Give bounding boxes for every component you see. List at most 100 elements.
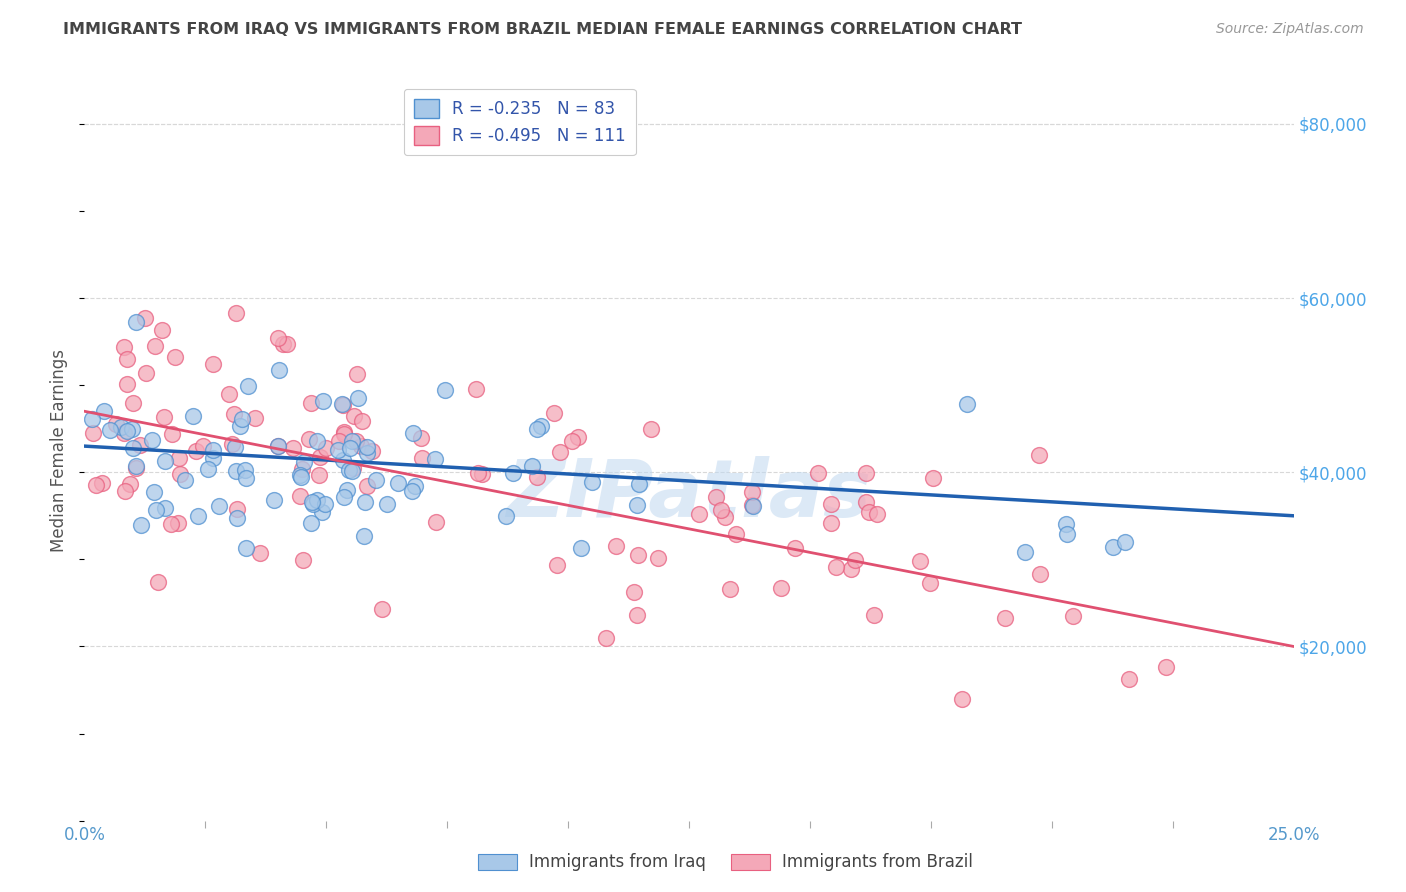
Point: [364, 473, 387, 487]
Point: [267, 439, 290, 453]
Point: [169, 451, 191, 466]
Point: [467, 467, 489, 481]
Point: [342, 460, 364, 475]
Point: [105, 417, 128, 431]
Point: [346, 368, 368, 382]
Point: [187, 508, 209, 523]
Point: [640, 422, 662, 436]
Point: [332, 453, 354, 467]
Point: [340, 464, 363, 478]
Point: [121, 441, 143, 455]
Point: [153, 454, 176, 468]
Point: [84, 478, 107, 492]
Point: [371, 602, 394, 616]
Point: [404, 478, 426, 492]
Point: [299, 395, 322, 409]
Point: [308, 450, 330, 464]
Point: [1118, 672, 1140, 686]
Point: [225, 306, 247, 320]
Point: [326, 443, 349, 458]
Point: [267, 363, 290, 377]
Point: [314, 497, 336, 511]
Point: [143, 484, 166, 499]
Point: [353, 529, 375, 543]
Y-axis label: Median Female Earnings: Median Female Earnings: [51, 349, 69, 552]
Point: [333, 490, 356, 504]
Point: [471, 467, 494, 482]
Point: [628, 477, 651, 491]
Point: [112, 426, 135, 441]
Point: [315, 441, 337, 455]
Point: [354, 494, 377, 508]
Point: [908, 554, 931, 568]
Point: [308, 467, 330, 482]
Point: [1028, 448, 1050, 462]
Point: [312, 393, 335, 408]
Point: [581, 475, 603, 490]
Point: [150, 323, 173, 337]
Point: [202, 357, 225, 371]
Text: Immigrants from Brazil: Immigrants from Brazil: [782, 853, 973, 871]
Point: [333, 427, 356, 442]
Point: [80, 412, 103, 426]
Point: [343, 409, 366, 423]
Point: [1102, 541, 1125, 555]
Point: [120, 477, 142, 491]
Point: [820, 497, 842, 511]
Point: [305, 492, 328, 507]
Point: [224, 440, 246, 454]
Point: [464, 382, 486, 396]
Legend: R = -0.235   N = 83, R = -0.495   N = 111: R = -0.235 N = 83, R = -0.495 N = 111: [404, 88, 636, 155]
Point: [298, 432, 321, 446]
Point: [121, 422, 143, 436]
Point: [339, 441, 361, 455]
Point: [855, 466, 877, 480]
Point: [100, 423, 122, 437]
Point: [288, 468, 311, 483]
Point: [301, 497, 323, 511]
Point: [332, 425, 354, 440]
Point: [283, 441, 305, 455]
Point: [742, 499, 765, 513]
Point: [236, 378, 259, 392]
Point: [1054, 517, 1077, 532]
Point: [141, 433, 163, 447]
Point: [785, 541, 807, 555]
Point: [145, 503, 167, 517]
Point: [688, 508, 710, 522]
Point: [201, 450, 224, 465]
Point: [291, 462, 314, 476]
Point: [166, 516, 188, 530]
Point: [863, 607, 886, 622]
Point: [569, 541, 592, 555]
Point: [401, 483, 423, 498]
Text: Immigrants from Iraq: Immigrants from Iraq: [529, 853, 706, 871]
Point: [82, 426, 104, 441]
Point: [361, 444, 384, 458]
Point: [160, 427, 183, 442]
Point: [411, 451, 433, 466]
Point: [623, 585, 645, 599]
Point: [299, 516, 322, 531]
Point: [529, 419, 551, 434]
Text: IMMIGRANTS FROM IRAQ VS IMMIGRANTS FROM BRAZIL MEDIAN FEMALE EARNINGS CORRELATIO: IMMIGRANTS FROM IRAQ VS IMMIGRANTS FROM …: [63, 22, 1022, 37]
Point: [543, 406, 565, 420]
Point: [626, 608, 648, 623]
Point: [191, 439, 214, 453]
Point: [1062, 609, 1084, 624]
Point: [548, 445, 571, 459]
Point: [143, 339, 166, 353]
Point: [741, 498, 763, 512]
Point: [135, 366, 157, 380]
Point: [520, 459, 543, 474]
Point: [718, 582, 741, 597]
Point: [336, 483, 359, 497]
Point: [93, 403, 115, 417]
Point: [713, 509, 735, 524]
Point: [741, 484, 763, 499]
Point: [434, 383, 457, 397]
Point: [231, 411, 253, 425]
Point: [235, 541, 257, 556]
Point: [330, 397, 353, 411]
Point: [337, 463, 360, 477]
